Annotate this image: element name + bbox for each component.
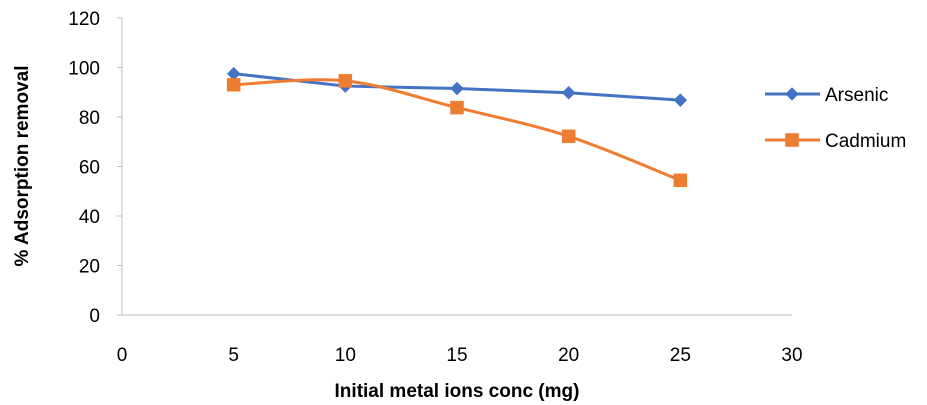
arsenic-point: [561, 85, 576, 100]
y-tick-label: 100: [68, 59, 100, 80]
y-tick-label: 120: [68, 9, 100, 30]
tick-labels: 0 20 40 60 80 100 120 0 5 10 15 20 25 30: [68, 9, 802, 366]
cadmium-point: [226, 78, 241, 92]
x-tick-label: 0: [117, 345, 128, 366]
arsenic-point: [450, 81, 464, 96]
x-tick-label: 20: [558, 345, 579, 366]
x-axis-title: Initial metal ions conc (mg): [335, 381, 580, 402]
x-tick-label: 5: [228, 345, 239, 366]
legend-arsenic-marker: [785, 87, 799, 101]
axes: [117, 17, 792, 316]
cadmium-point: [450, 100, 464, 115]
x-tick-label: 30: [781, 345, 802, 366]
cadmium-point: [673, 173, 688, 188]
legend-arsenic-label: Arsenic: [825, 85, 888, 106]
legend-cadmium-label: Cadmium: [825, 131, 906, 152]
y-tick-label: 80: [79, 108, 100, 129]
axis-titles: Initial metal ions conc (mg) % Adsorptio…: [12, 66, 579, 402]
y-tick-label: 20: [79, 257, 100, 278]
series-markers: [226, 66, 688, 188]
cadmium-point: [561, 129, 576, 144]
cadmium-point: [338, 74, 353, 88]
x-tick-label: 15: [446, 345, 467, 366]
legend: Arsenic Cadmium: [765, 85, 906, 152]
y-tick-label: 0: [89, 306, 100, 327]
y-tick-label: 60: [79, 158, 100, 179]
arsenic-point: [673, 93, 688, 108]
y-axis-title: % Adsorption removal: [12, 66, 33, 267]
x-tick-label: 10: [335, 345, 356, 366]
legend-cadmium-marker: [785, 133, 799, 147]
y-tick-label: 40: [79, 207, 100, 228]
x-tick-label: 25: [670, 345, 691, 366]
